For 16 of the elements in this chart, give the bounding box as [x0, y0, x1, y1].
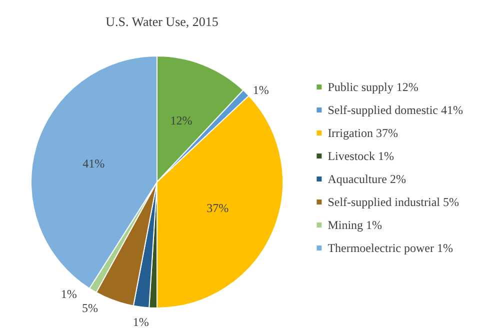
- legend-label: Thermoelectric power 1%: [328, 241, 453, 255]
- data-label: 41%: [82, 156, 105, 171]
- legend-label: Aquaculture 2%: [328, 172, 406, 186]
- legend-label: Self-supplied domestic 41%: [328, 103, 464, 117]
- legend-label: Public supply 12%: [328, 80, 418, 94]
- legend-label: Livestock 1%: [328, 149, 394, 163]
- legend-label: Irrigation 37%: [328, 126, 398, 140]
- data-label: 5%: [82, 300, 98, 315]
- data-label: 1%: [132, 314, 149, 329]
- data-label: 12%: [170, 114, 192, 128]
- chart-title: U.S. Water Use, 2015: [106, 14, 218, 29]
- legend-label: Mining 1%: [328, 218, 382, 232]
- data-label: 1%: [252, 83, 269, 98]
- legend-label: Self-supplied industrial 5%: [328, 195, 460, 209]
- data-label: 37%: [206, 201, 229, 216]
- data-label: 1%: [60, 286, 77, 301]
